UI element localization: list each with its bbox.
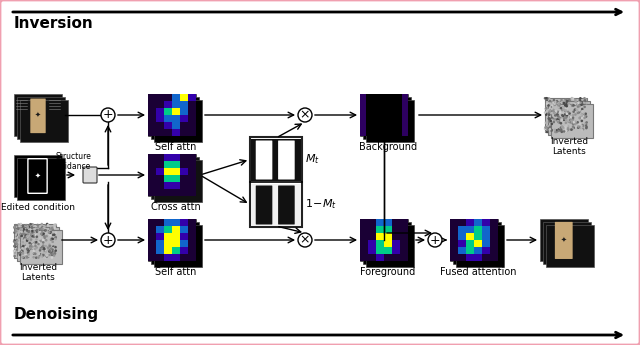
Circle shape xyxy=(552,121,554,122)
Circle shape xyxy=(45,240,47,241)
Circle shape xyxy=(15,231,16,232)
Circle shape xyxy=(55,238,56,240)
Circle shape xyxy=(33,244,34,245)
Text: ✦: ✦ xyxy=(35,112,41,118)
Circle shape xyxy=(13,250,15,252)
Circle shape xyxy=(582,125,583,126)
Circle shape xyxy=(579,110,580,111)
Circle shape xyxy=(42,231,43,233)
Circle shape xyxy=(18,257,19,258)
Circle shape xyxy=(24,245,25,246)
Circle shape xyxy=(31,235,32,237)
Circle shape xyxy=(40,241,41,242)
Circle shape xyxy=(572,98,573,99)
Circle shape xyxy=(42,234,43,235)
Circle shape xyxy=(566,108,568,109)
Bar xyxy=(360,94,366,136)
Circle shape xyxy=(29,257,31,258)
Circle shape xyxy=(298,233,312,247)
Bar xyxy=(482,247,490,254)
Circle shape xyxy=(22,237,23,238)
Circle shape xyxy=(572,105,573,106)
Bar xyxy=(450,219,498,261)
Circle shape xyxy=(29,231,31,233)
Circle shape xyxy=(47,232,48,234)
Circle shape xyxy=(554,129,556,130)
Circle shape xyxy=(17,240,18,241)
Bar xyxy=(456,225,504,267)
Circle shape xyxy=(50,235,51,236)
Circle shape xyxy=(564,105,566,106)
Circle shape xyxy=(26,252,27,253)
Bar xyxy=(148,219,196,261)
Circle shape xyxy=(581,104,582,105)
Bar xyxy=(156,101,164,108)
Circle shape xyxy=(545,127,547,128)
Circle shape xyxy=(52,234,54,236)
Circle shape xyxy=(30,246,31,247)
Bar xyxy=(384,254,392,261)
Circle shape xyxy=(582,101,583,103)
Circle shape xyxy=(577,108,578,109)
Circle shape xyxy=(45,225,46,226)
Circle shape xyxy=(17,230,18,231)
Bar xyxy=(251,184,301,226)
Circle shape xyxy=(547,131,548,132)
Circle shape xyxy=(31,249,32,250)
Circle shape xyxy=(566,115,568,116)
Circle shape xyxy=(28,252,29,253)
Circle shape xyxy=(16,241,17,243)
Circle shape xyxy=(40,228,42,229)
Circle shape xyxy=(554,119,556,120)
Bar xyxy=(400,101,408,108)
Circle shape xyxy=(550,108,551,109)
Circle shape xyxy=(42,251,43,252)
Circle shape xyxy=(572,128,573,129)
Circle shape xyxy=(548,118,549,119)
Text: Foreground: Foreground xyxy=(360,267,415,277)
Circle shape xyxy=(552,105,553,106)
Circle shape xyxy=(564,117,566,118)
Circle shape xyxy=(573,115,574,116)
Bar xyxy=(384,94,392,101)
Circle shape xyxy=(549,110,550,111)
Bar xyxy=(156,182,164,189)
Bar xyxy=(368,247,376,254)
Circle shape xyxy=(47,224,48,225)
Circle shape xyxy=(21,249,22,250)
Circle shape xyxy=(37,229,38,231)
Circle shape xyxy=(559,104,561,105)
Circle shape xyxy=(17,249,18,250)
Circle shape xyxy=(35,245,36,246)
Circle shape xyxy=(579,124,580,125)
Bar xyxy=(466,254,474,261)
Circle shape xyxy=(18,229,19,230)
Circle shape xyxy=(573,122,575,124)
Circle shape xyxy=(562,115,563,116)
Circle shape xyxy=(32,246,33,247)
Circle shape xyxy=(42,239,44,240)
Circle shape xyxy=(546,108,547,109)
Circle shape xyxy=(582,104,583,105)
Bar xyxy=(400,219,408,226)
Circle shape xyxy=(574,109,575,110)
Text: $M_t$: $M_t$ xyxy=(305,152,320,166)
Bar xyxy=(148,175,156,182)
Circle shape xyxy=(23,247,24,248)
Circle shape xyxy=(15,225,16,226)
Bar xyxy=(188,101,196,108)
Circle shape xyxy=(39,255,40,256)
Circle shape xyxy=(551,129,552,130)
Text: +: + xyxy=(102,108,113,121)
Circle shape xyxy=(40,233,42,234)
Text: Fused attention: Fused attention xyxy=(440,267,516,277)
Circle shape xyxy=(584,102,586,104)
Circle shape xyxy=(554,104,556,106)
Circle shape xyxy=(560,130,561,131)
Bar xyxy=(400,129,408,136)
Circle shape xyxy=(570,119,571,121)
Circle shape xyxy=(545,108,547,109)
Circle shape xyxy=(35,248,36,250)
Circle shape xyxy=(566,130,568,131)
